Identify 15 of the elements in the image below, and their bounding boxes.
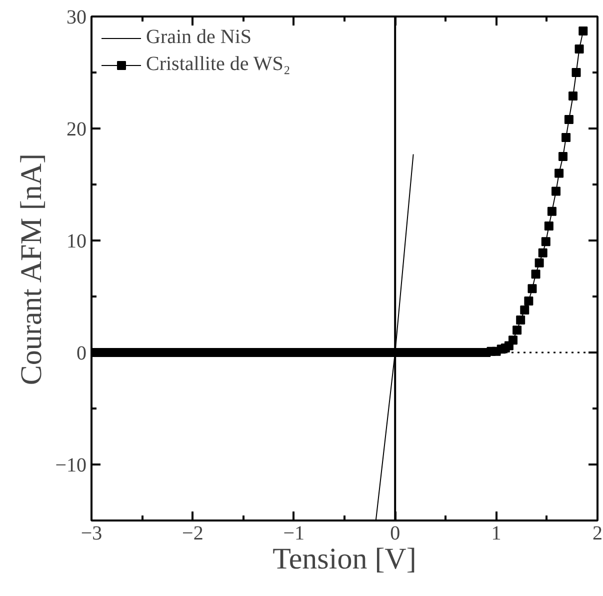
x-tick-label: 0 — [390, 522, 400, 544]
legend-label: Cristallite de WS₂ — [146, 53, 290, 76]
x-tick-label: −1 — [283, 522, 305, 544]
x-tick-label: 2 — [592, 522, 602, 544]
y-axis-title: Courant AFM [nA] — [15, 153, 48, 386]
x-axis-title: Tension [V] — [272, 542, 416, 576]
x-tick-label: 1 — [491, 522, 502, 544]
x-tick-label: −2 — [182, 522, 204, 544]
y-tick-label: −10 — [55, 454, 86, 476]
x-tick-label: −3 — [80, 522, 102, 544]
y-tick-label: 0 — [76, 342, 86, 364]
y-tick-label: 20 — [66, 118, 86, 140]
y-tick-label: 30 — [66, 6, 86, 28]
y-tick-label: 10 — [66, 230, 86, 252]
legend-label: Grain de NiS — [146, 26, 252, 49]
